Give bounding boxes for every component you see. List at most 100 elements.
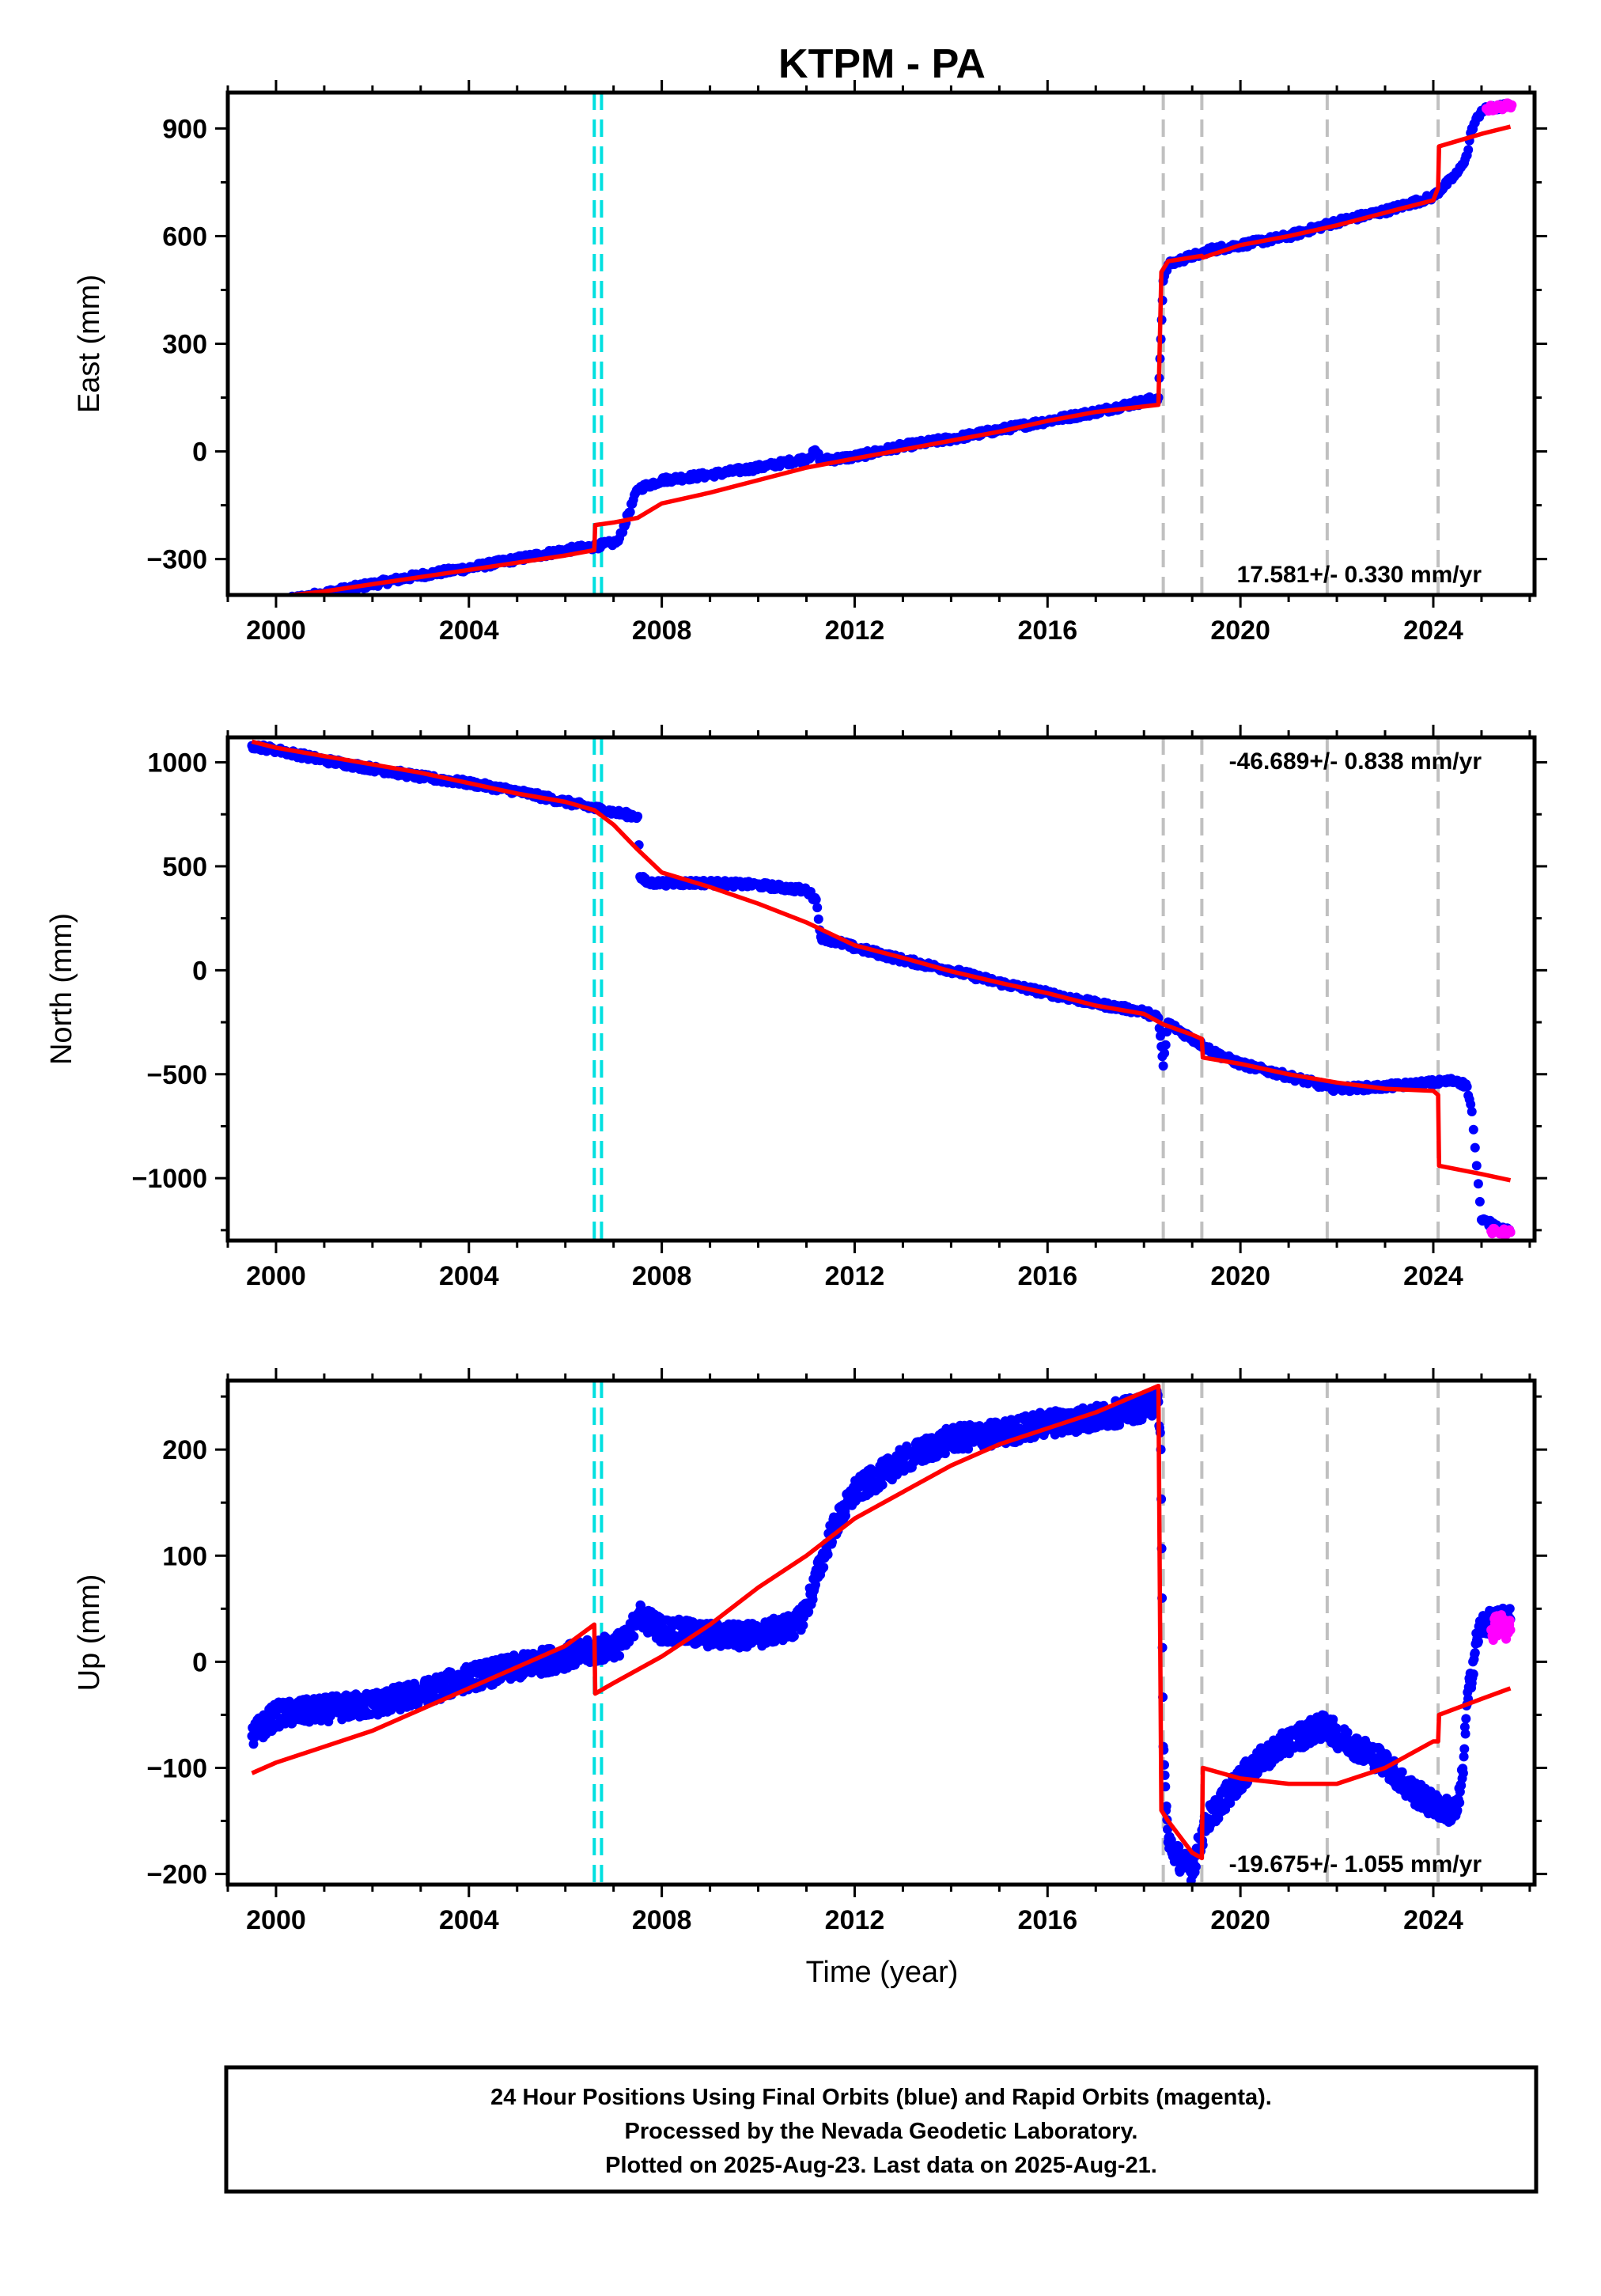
data-point [1455, 1798, 1465, 1808]
data-point [1456, 1780, 1467, 1790]
y-tick-label: 0 [192, 956, 207, 986]
data-point [813, 914, 823, 924]
data-point [1474, 1196, 1485, 1207]
data-point [1459, 1744, 1470, 1754]
model-trend-line [274, 124, 1512, 595]
y-tick-label: 300 [162, 330, 207, 360]
data-point [252, 604, 262, 614]
north-axis-label: North (mm) [45, 913, 78, 1065]
data-point [256, 603, 266, 612]
data-point [1158, 1061, 1168, 1071]
data-point [1470, 1648, 1480, 1658]
data-point [1463, 145, 1474, 155]
data-point [877, 1480, 888, 1490]
east-panel: 2000 2004 2008 2012 2016 2020 2024−30003006009… [73, 80, 1547, 646]
data-point [1342, 1727, 1353, 1737]
data-point [1468, 1669, 1478, 1679]
y-tick-label: 500 [162, 852, 207, 882]
data-point [252, 604, 261, 613]
data-point [841, 1510, 850, 1521]
data-point [1452, 1805, 1463, 1816]
up-panel: 2000 2004 2008 2012 2016 2020 2024−200−1000100… [73, 1368, 1547, 1935]
data-point [789, 1631, 799, 1642]
data-point [264, 602, 274, 612]
data-point [1461, 1714, 1471, 1724]
north-rate-label: -46.689+/- 0.838 mm/yr [1229, 748, 1482, 775]
y-tick-label: 0 [192, 438, 207, 468]
data-point [798, 1620, 808, 1631]
y-tick-label: −1000 [132, 1164, 208, 1194]
data-point [633, 811, 643, 821]
x-tick-label: 2024 [1403, 616, 1463, 646]
east-axis-label: East (mm) [73, 275, 106, 413]
data-point [269, 601, 278, 610]
data-point [263, 601, 272, 610]
final-orbit-points [252, 98, 1516, 614]
data-point [1174, 1842, 1184, 1852]
data-point [811, 1580, 820, 1589]
data-point [280, 597, 290, 606]
data-point [940, 1449, 950, 1459]
y-tick-label: 1000 [147, 748, 207, 779]
x-tick-label: 2020 [1210, 616, 1270, 646]
x-axis: 2000 2004 2008 2012 2016 2020 2024 [226, 80, 1531, 646]
data-point [283, 597, 293, 607]
data-point [1505, 1227, 1516, 1237]
x-tick-label: 2016 [1017, 616, 1077, 646]
data-point [259, 604, 269, 613]
data-point [1328, 1714, 1338, 1725]
data-point [1460, 1729, 1470, 1739]
data-point [266, 598, 275, 608]
x-tick-label: 2004 [439, 616, 499, 646]
final-orbit-points [247, 1386, 1516, 1885]
data-point [1458, 1768, 1468, 1779]
x-tick-label: 2004 [439, 1261, 499, 1291]
data-point [1505, 1625, 1516, 1635]
data-point [819, 1563, 829, 1572]
data-point [1459, 1722, 1470, 1732]
x-tick-label: 2016 [1017, 1261, 1077, 1291]
data-point [1462, 1082, 1472, 1092]
data-point [262, 604, 271, 613]
plot-frame [225, 735, 1537, 1243]
figure-title: KTPM - PA [778, 41, 986, 87]
data-point [1507, 100, 1517, 110]
data-point [1467, 1107, 1477, 1117]
x-tick-label: 2008 [632, 1261, 692, 1291]
x-tick-label: 2000 [246, 616, 306, 646]
data-point [265, 602, 274, 612]
data-point [636, 1601, 646, 1611]
x-axis: 2000 2004 2008 2012 2016 2020 2024 [226, 1368, 1531, 1935]
data-point [1470, 1142, 1480, 1153]
model-trend-line [251, 1383, 1512, 1861]
data-point [1459, 1752, 1469, 1762]
rapid-orbit-points [1486, 1223, 1516, 1240]
data-point [316, 1715, 326, 1726]
data-point [1473, 1179, 1483, 1189]
data-point [1161, 1802, 1171, 1811]
data-point [261, 601, 271, 610]
data-point [1160, 1048, 1170, 1059]
data-point [615, 1650, 625, 1661]
data-point [1190, 1862, 1201, 1872]
data-point [259, 601, 268, 611]
x-tick-label: 2020 [1210, 1261, 1270, 1291]
y-tick-label: −300 [146, 545, 207, 575]
x-tick-label: 2012 [825, 616, 885, 646]
data-point [278, 597, 288, 606]
data-point [1382, 1751, 1392, 1760]
data-point [1397, 1767, 1407, 1777]
data-point [1163, 1824, 1172, 1835]
data-point [1466, 1099, 1476, 1109]
data-point [258, 601, 267, 611]
x-axis: 2000 2004 2008 2012 2016 2020 2024 [226, 725, 1531, 1291]
data-point [629, 1631, 639, 1642]
data-point [811, 894, 821, 904]
data-point [282, 597, 292, 607]
data-point [255, 602, 265, 612]
x-tick-label: 2012 [825, 1261, 885, 1291]
data-point [284, 596, 293, 605]
data-point [812, 903, 823, 913]
